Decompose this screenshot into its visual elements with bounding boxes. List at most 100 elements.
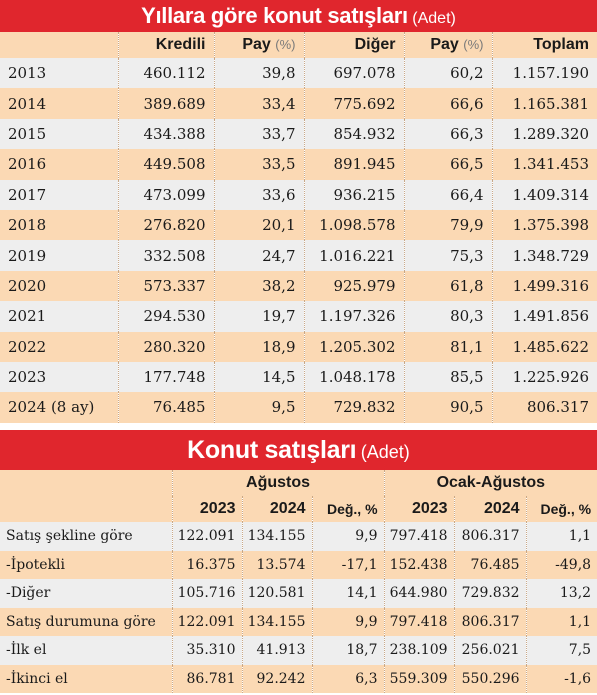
cell-diger-pay: 66,4 <box>403 179 492 210</box>
cell-year: 2016 <box>0 149 118 180</box>
cell-aug-2024: 120.581 <box>241 579 312 608</box>
header-diger-pay: Pay (%) <box>403 32 492 58</box>
table-row: -Diğer 105.716 120.581 14,1 644.980 729.832 13… <box>0 579 597 608</box>
cell-toplam: 1.225.926 <box>491 361 597 393</box>
cell-aug-2023: 86.781 <box>171 664 242 693</box>
cell-diger-pay: 66,5 <box>403 149 492 180</box>
cell-diger: 775.692 <box>303 88 404 119</box>
cell-kredili-pay: 19,7 <box>213 301 304 332</box>
cell-label: -İpotekli <box>0 550 172 579</box>
cell-kredili-pay: 33,4 <box>213 88 304 119</box>
cell-ytd-2024: 550.296 <box>453 664 527 693</box>
cell-toplam: 1.409.314 <box>491 179 597 210</box>
cell-ytd-delta: 1,1 <box>525 522 597 551</box>
cell-kredili: 473.099 <box>117 179 214 210</box>
cell-kredili: 389.689 <box>117 88 214 119</box>
cell-year: 2019 <box>0 240 118 271</box>
pct-label: (%) <box>275 37 296 52</box>
cell-diger: 1.016.221 <box>303 240 404 271</box>
yearly-sales-title-bar: Yıllara göre konut satışları (Adet) <box>0 0 597 32</box>
group-header-august: Ağustos <box>171 470 385 496</box>
header-kredili-pay: Pay (%) <box>213 32 304 58</box>
table-row: 2016 449.508 33,5 891.945 66,5 1.341.453 <box>0 149 597 180</box>
cell-kredili: 449.508 <box>117 149 214 180</box>
cell-aug-delta: 9,9 <box>311 522 385 551</box>
cell-aug-delta: 14,1 <box>311 579 385 608</box>
cell-ytd-2023: 797.418 <box>383 607 455 636</box>
cell-year: 2015 <box>0 118 118 150</box>
cell-kredili-pay: 33,6 <box>213 179 304 210</box>
sub-header-ytd-2023: 2023 <box>383 496 455 522</box>
table-row: 2023 177.748 14,5 1.048.178 85,5 1.225.926 <box>0 361 597 393</box>
cell-kredili: 276.820 <box>117 209 214 241</box>
cell-aug-2024: 13.574 <box>241 550 312 579</box>
cell-ytd-2024: 806.317 <box>453 522 527 551</box>
cell-label: Satış durumuna göre <box>0 607 172 636</box>
cell-ytd-2024: 806.317 <box>453 607 527 636</box>
cell-kredili: 434.388 <box>117 118 214 150</box>
table-row: Satış şekline göre 122.091 134.155 9,9 797.4… <box>0 522 597 551</box>
cell-ytd-delta: -49,8 <box>525 550 597 579</box>
cell-diger-pay: 75,3 <box>403 240 492 271</box>
cell-year: 2017 <box>0 179 118 210</box>
cell-kredili: 460.112 <box>117 58 214 89</box>
cell-diger: 697.078 <box>303 58 404 89</box>
cell-diger-pay: 60,2 <box>403 58 492 89</box>
header-year <box>0 32 118 58</box>
header-diger: Diğer <box>303 32 404 58</box>
cell-diger-pay: 81,1 <box>403 331 492 362</box>
cell-aug-2024: 92.242 <box>241 664 312 693</box>
cell-diger-pay: 80,3 <box>403 301 492 332</box>
cell-diger-pay: 66,3 <box>403 118 492 150</box>
cell-diger: 1.098.578 <box>303 209 404 241</box>
cell-kredili-pay: 9,5 <box>213 392 304 423</box>
cell-ytd-delta: 7,5 <box>525 636 597 665</box>
table-row: -İlk el 35.310 41.913 18,7 238.109 256.021 7,5 <box>0 636 597 665</box>
cell-kredili-pay: 33,7 <box>213 118 304 150</box>
cell-ytd-2024: 729.832 <box>453 579 527 608</box>
pay-label: Pay <box>430 36 459 53</box>
cell-ytd-2024: 256.021 <box>453 636 527 665</box>
cell-toplam: 1.289.320 <box>491 118 597 150</box>
cell-toplam: 1.485.622 <box>491 331 597 362</box>
cell-diger: 1.197.326 <box>303 301 404 332</box>
sub-header-aug-delta: Değ., % <box>311 496 385 522</box>
cell-ytd-delta: -1,6 <box>525 664 597 693</box>
cell-kredili: 76.485 <box>117 392 214 423</box>
cell-aug-delta: 9,9 <box>311 607 385 636</box>
cell-toplam: 1.165.381 <box>491 88 597 119</box>
housing-sales-title-bar: Konut satışları (Adet) <box>0 430 597 470</box>
cell-label: Satış şekline göre <box>0 522 172 551</box>
housing-sales-unit: (Adet) <box>360 442 410 462</box>
cell-diger: 1.205.302 <box>303 331 404 362</box>
cell-aug-2024: 41.913 <box>241 636 312 665</box>
table-row: -İpotekli 16.375 13.574 -17,1 152.438 76.485-… <box>0 550 597 579</box>
cell-diger: 925.979 <box>303 270 404 302</box>
cell-ytd-2023: 559.309 <box>383 664 455 693</box>
cell-toplam: 1.375.398 <box>491 209 597 241</box>
table-row: Satış durumuna göre 122.091 134.155 9,9 797.… <box>0 607 597 636</box>
cell-year: 2014 <box>0 88 118 119</box>
table-row: 2018 276.820 20,1 1.098.578 79,9 1.375.398 <box>0 209 597 241</box>
housing-sales-title: Konut satışları <box>187 436 357 464</box>
cell-ytd-2023: 797.418 <box>383 522 455 551</box>
cell-aug-delta: 6,3 <box>311 664 385 693</box>
cell-year: 2020 <box>0 270 118 302</box>
pay-label: Pay <box>242 36 271 53</box>
cell-diger: 936.215 <box>303 179 404 210</box>
cell-ytd-2024: 76.485 <box>453 550 527 579</box>
cell-year: 2021 <box>0 301 118 332</box>
cell-aug-delta: 18,7 <box>311 636 385 665</box>
cell-kredili-pay: 38,2 <box>213 270 304 302</box>
cell-toplam: 1.157.190 <box>491 58 597 89</box>
cell-aug-2024: 134.155 <box>241 607 312 636</box>
sub-header-aug-2023: 2023 <box>171 496 242 522</box>
pct-label: (%) <box>463 37 484 52</box>
housing-sales-group-header-row: Ağustos Ocak-Ağustos <box>0 470 597 496</box>
cell-ytd-2023: 238.109 <box>383 636 455 665</box>
cell-aug-2023: 122.091 <box>171 607 242 636</box>
cell-kredili-pay: 20,1 <box>213 209 304 241</box>
table-row: 2015 434.388 33,7 854.932 66,3 1.289.320 <box>0 118 597 150</box>
cell-toplam: 1.491.856 <box>491 301 597 332</box>
housing-sales-table: Konut satışları (Adet) Ağustos Ocak-Ağus… <box>0 430 597 693</box>
